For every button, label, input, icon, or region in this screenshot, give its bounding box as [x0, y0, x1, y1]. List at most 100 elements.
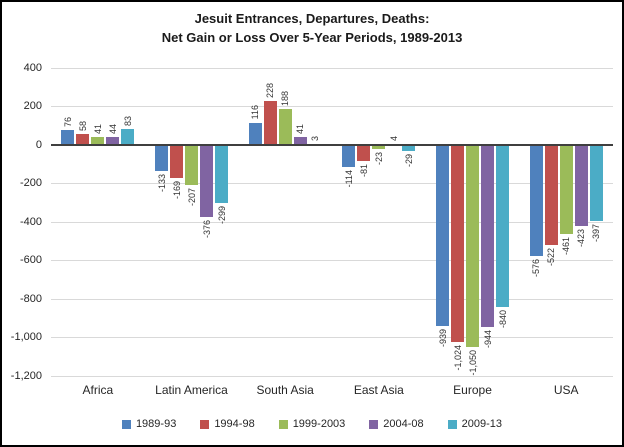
legend: 1989-93 1994-98 1999-2003 2004-08 2009-13: [2, 418, 622, 430]
legend-marker-icon: [200, 419, 210, 429]
data-label: 58: [77, 120, 88, 131]
data-label: 228: [265, 83, 276, 99]
bar-1999-2003-east-asia[interactable]: [372, 145, 386, 150]
x-axis-labels: Africa Latin America South Asia East Asia Eu…: [51, 383, 613, 397]
bar-2004-08-south-asia[interactable]: [293, 137, 307, 145]
bar-1999-2003-africa[interactable]: [91, 137, 105, 145]
bar-1999-2003-usa[interactable]: [559, 145, 573, 234]
gridline: [51, 183, 613, 184]
data-label: -114: [343, 169, 354, 188]
legend-item-2009-13[interactable]: 2009-13: [447, 418, 503, 430]
data-label: -23: [373, 152, 384, 166]
y-tick-label: -200: [19, 177, 42, 189]
data-label: 76: [62, 117, 73, 128]
data-label: -29: [403, 153, 414, 167]
category-label-latin-america: Latin America: [155, 383, 228, 397]
gridline: [51, 221, 613, 223]
data-label: 116: [250, 105, 261, 120]
y-tick-label: 400: [23, 61, 42, 74]
bar-1999-2003-south-asia[interactable]: [278, 108, 292, 145]
bar-2004-08-latin-america[interactable]: [200, 145, 213, 218]
data-label: -376: [201, 220, 212, 239]
bar-2004-08-europe[interactable]: [481, 145, 494, 327]
category-label-east-asia: East Asia: [353, 383, 404, 397]
legend-label: 2009-13: [461, 418, 503, 430]
legend-marker-icon: [369, 419, 379, 429]
chart-title: Jesuit Entrances, Departures, Deaths: Ne…: [2, 9, 622, 47]
bar-1989-93-africa[interactable]: [61, 130, 75, 145]
data-label: -461: [561, 236, 572, 255]
legend-item-1989-93[interactable]: 1989-93: [121, 418, 176, 430]
data-label: -944: [482, 329, 493, 348]
y-tick-label: -600: [19, 254, 42, 266]
data-label: -397: [591, 224, 602, 243]
category-label-south-asia: South Asia: [256, 383, 314, 397]
y-tick-label: -1,000: [10, 331, 42, 343]
plot-area: 76 -133 116 -114 -939 -576 58 -169 228 -81 -1,024-…: [51, 67, 613, 377]
legend-marker-icon: [447, 419, 457, 429]
legend-label: 1999-2003: [292, 418, 346, 430]
bar-1994-98-east-asia[interactable]: [357, 145, 371, 161]
legend-item-2004-08[interactable]: 2004-08: [369, 418, 424, 430]
data-label: 188: [280, 90, 291, 106]
bar-2009-13-africa[interactable]: [121, 129, 135, 145]
bar-1994-98-south-asia[interactable]: [263, 101, 277, 145]
gridline: [51, 298, 613, 300]
data-label: 41: [295, 124, 306, 135]
bar-2004-08-usa[interactable]: [574, 145, 588, 227]
legend-label: 2004-08: [383, 418, 424, 430]
data-label: -522: [546, 248, 557, 267]
y-tick-label: -400: [19, 215, 42, 228]
data-label: -840: [497, 309, 508, 328]
data-label: -1,024: [452, 345, 463, 371]
data-label: 83: [122, 116, 133, 127]
gridline: [51, 337, 613, 338]
legend-item-1999-2003[interactable]: 1999-2003: [278, 418, 346, 430]
legend-marker-icon: [121, 419, 131, 429]
bar-1994-98-africa[interactable]: [76, 133, 90, 145]
bar-1999-2003-latin-america[interactable]: [185, 145, 198, 185]
data-label: -423: [576, 229, 587, 248]
data-label: -939: [437, 328, 448, 347]
category-label-africa: Africa: [82, 383, 114, 397]
bar-1994-98-usa[interactable]: [544, 145, 558, 246]
legend-marker-icon: [278, 419, 288, 429]
y-axis-labels: 400 200 0 -200 -400 -600 -800 -1,000 -1,200: [2, 62, 46, 382]
legend-label: 1994-98: [214, 418, 255, 430]
bar-2004-08-africa[interactable]: [106, 136, 120, 145]
y-tick-label: -800: [19, 292, 42, 305]
data-label: -81: [358, 163, 369, 177]
y-tick-label: -1,200: [10, 369, 42, 382]
bar-1989-93-usa[interactable]: [529, 145, 543, 256]
bar-2009-13-europe[interactable]: [496, 145, 509, 307]
bar-1989-93-latin-america[interactable]: [155, 145, 168, 171]
y-tick-label: 200: [23, 100, 42, 112]
bar-2009-13-usa[interactable]: [589, 145, 603, 222]
x-axis-line: [51, 144, 613, 146]
chart-title-line2: Net Gain or Loss Over 5-Year Periods, 19…: [161, 30, 463, 45]
chart-title-line1: Jesuit Entrances, Departures, Deaths:: [194, 11, 430, 26]
bar-1989-93-east-asia[interactable]: [342, 145, 356, 167]
gridline: [51, 106, 613, 107]
legend-item-1994-98[interactable]: 1994-98: [200, 418, 255, 430]
bar-2009-13-latin-america[interactable]: [215, 145, 228, 203]
gridline: [51, 67, 613, 69]
data-label: -299: [216, 205, 227, 224]
bar-1989-93-south-asia[interactable]: [248, 122, 262, 145]
data-label: 41: [92, 124, 103, 135]
bar-1989-93-europe[interactable]: [436, 145, 449, 326]
bar-2009-13-east-asia[interactable]: [402, 145, 416, 151]
bar-1994-98-europe[interactable]: [451, 145, 464, 343]
bar-1994-98-latin-america[interactable]: [170, 145, 183, 178]
category-label-europe: Europe: [453, 383, 492, 397]
bar-1999-2003-europe[interactable]: [466, 145, 479, 348]
gridline: [51, 375, 613, 377]
data-label: 3: [310, 136, 321, 142]
data-label: 44: [107, 123, 118, 134]
category-label-usa: USA: [553, 383, 579, 397]
data-label: -1,050: [467, 350, 478, 376]
data-label: 4: [388, 136, 399, 142]
data-label: -576: [531, 258, 542, 277]
gridline: [51, 260, 613, 261]
